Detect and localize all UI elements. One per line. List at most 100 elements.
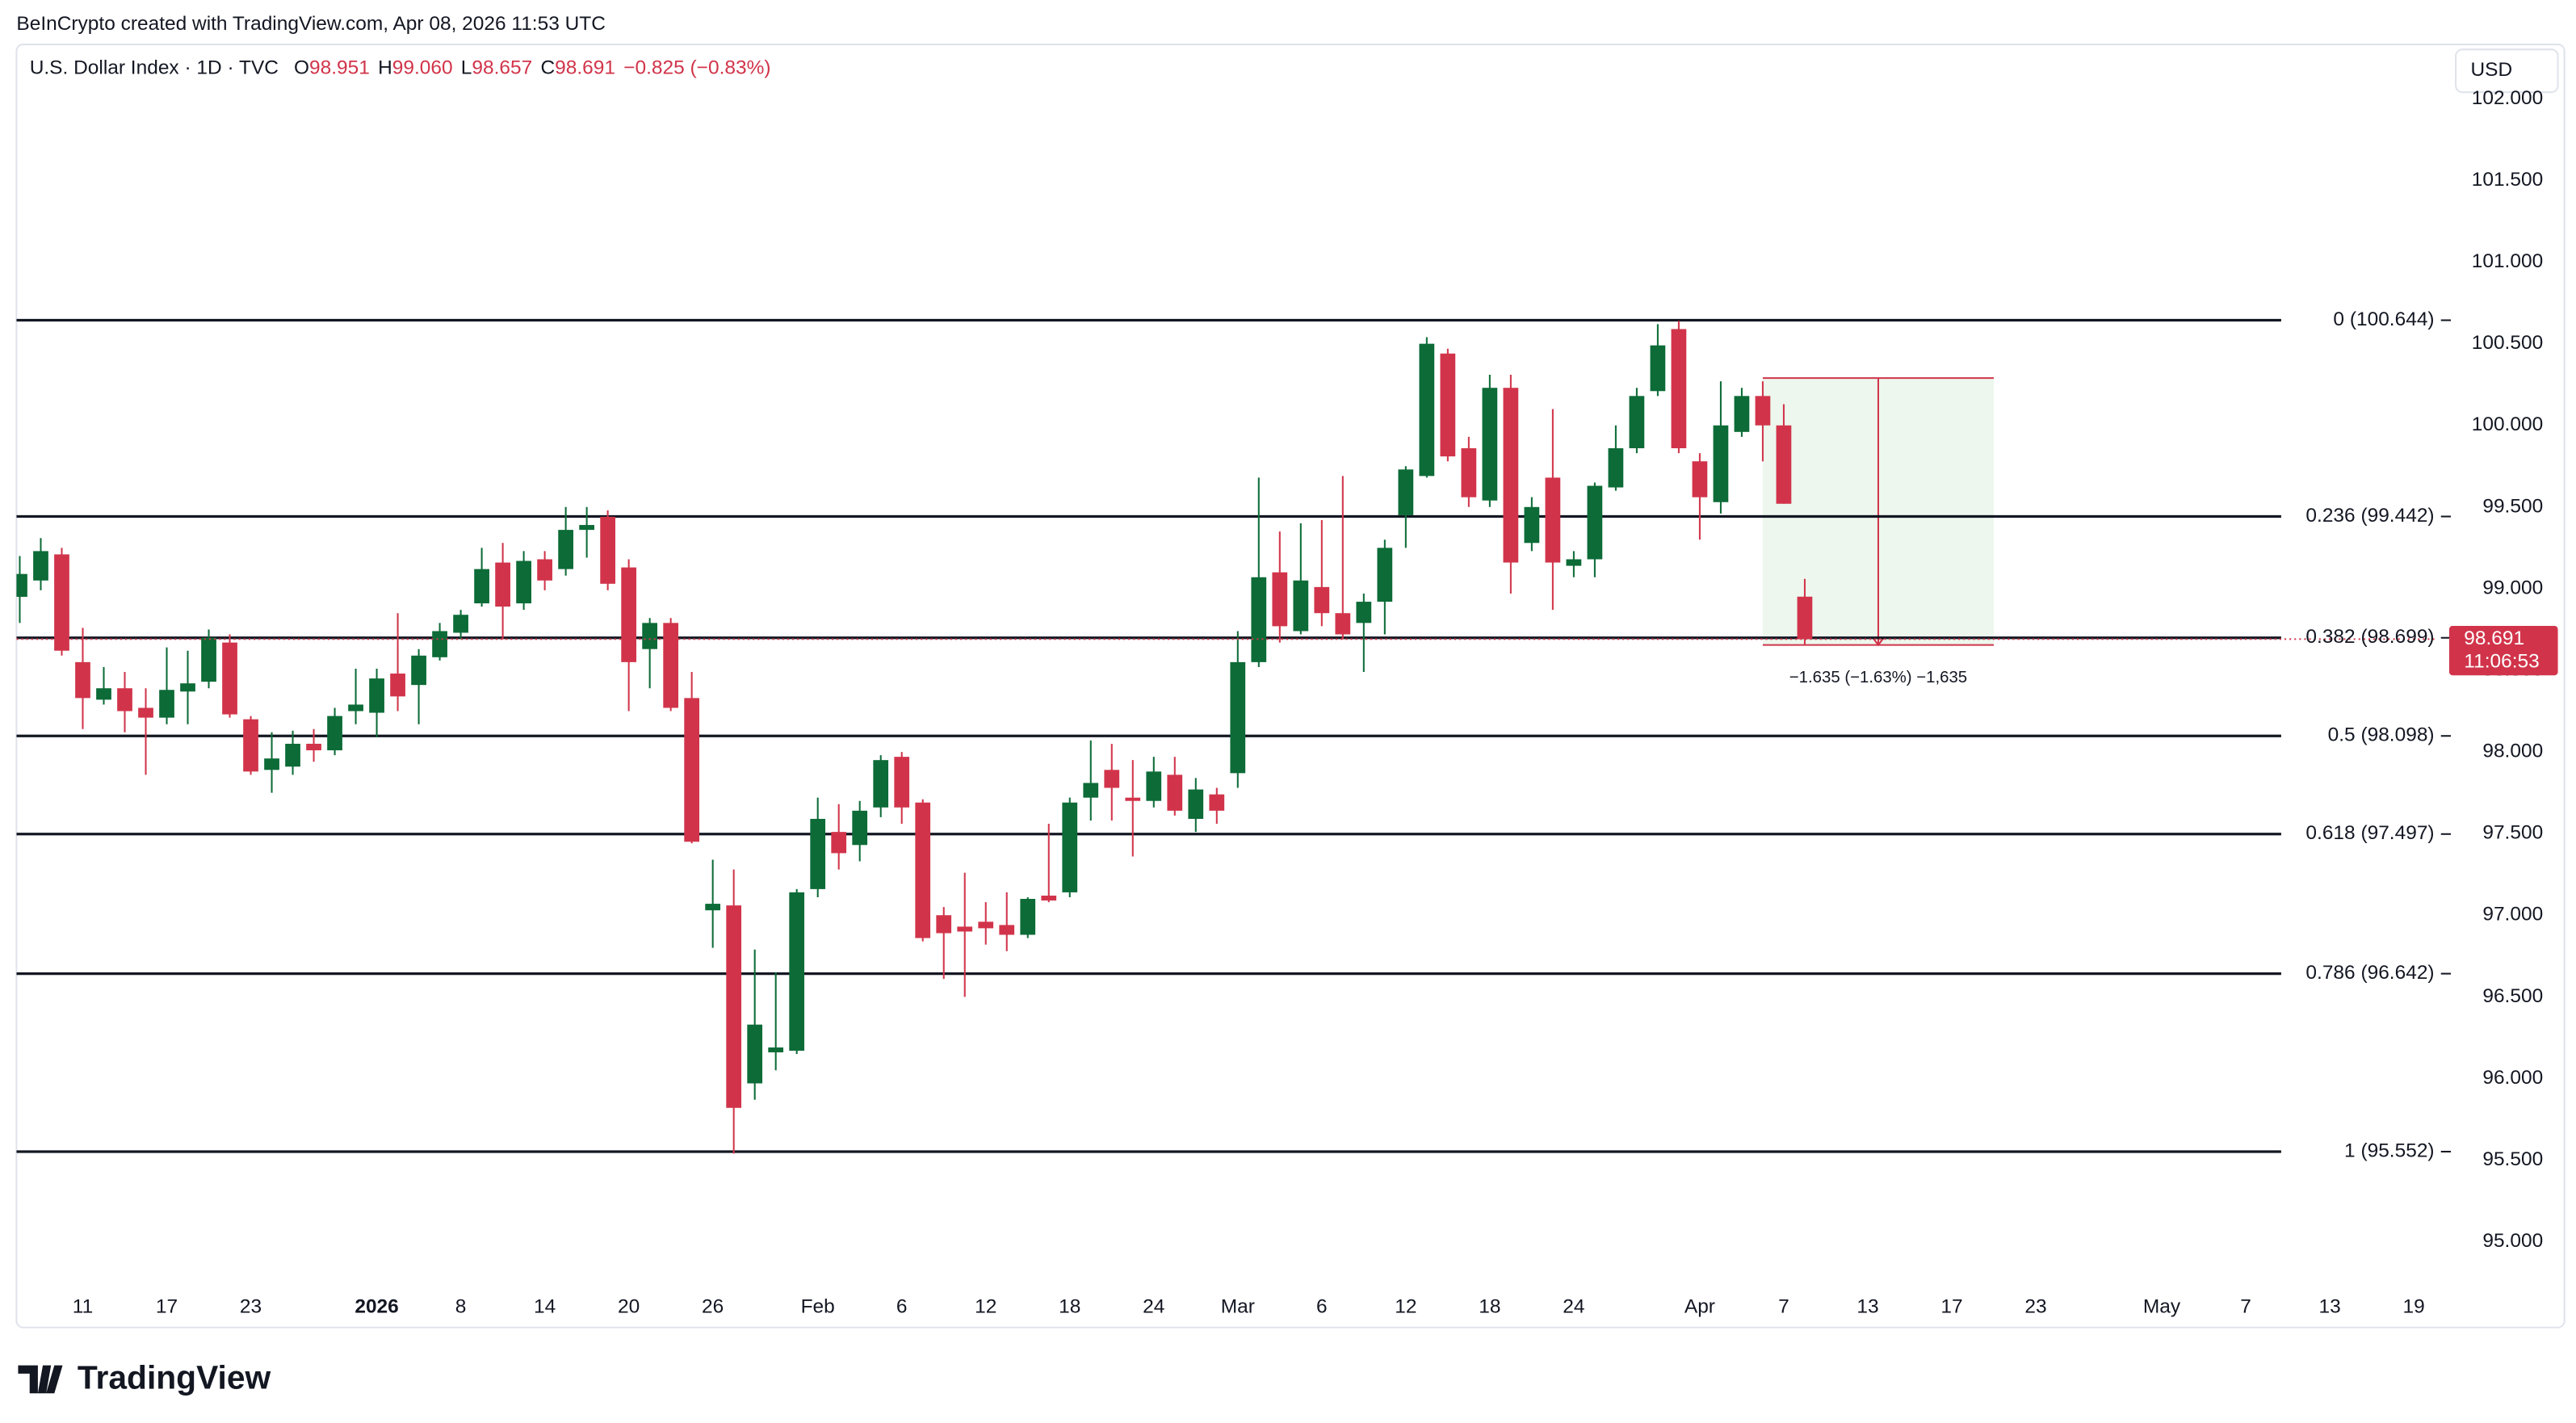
candle-body — [1629, 396, 1645, 449]
fib-label: 0.5 (98.098) — [2328, 724, 2435, 746]
currency[interactable]: USD — [2470, 59, 2512, 81]
candle-body — [1020, 899, 1036, 935]
candle-body — [1797, 596, 1813, 640]
symbol: U.S. Dollar Index · 1D · TVC — [30, 57, 279, 79]
legend-value: 99.060 — [392, 57, 453, 79]
candle-body — [600, 516, 615, 584]
candle-body — [138, 707, 153, 718]
x-tick-label: 12 — [975, 1296, 996, 1318]
x-tick-label: 6 — [896, 1296, 908, 1318]
x-tick-label: 17 — [156, 1296, 178, 1318]
candle-body — [894, 757, 910, 808]
x-tick-label: 24 — [1143, 1296, 1164, 1318]
candle-body — [16, 573, 27, 598]
candle-body — [1650, 345, 1666, 392]
candle-body — [1482, 388, 1498, 501]
candle-body — [243, 719, 258, 772]
x-tick-label: 12 — [1395, 1296, 1416, 1318]
candle-body — [1356, 602, 1372, 623]
candle-body — [453, 615, 468, 633]
candle-body — [1272, 572, 1288, 627]
candle-body — [663, 623, 679, 708]
candle-body — [1377, 548, 1393, 602]
brand: TradingView — [78, 1359, 271, 1396]
candle-body — [1209, 794, 1225, 811]
fib-label: 0 (100.644) — [2333, 309, 2434, 330]
candle-body — [1104, 770, 1120, 788]
x-tick-label: 13 — [1856, 1296, 1878, 1318]
x-tick-label: Feb — [801, 1296, 835, 1318]
candle-body — [1461, 448, 1477, 497]
candle-body — [1419, 343, 1435, 476]
measure-arrowhead — [1873, 637, 1884, 647]
candle-body — [1314, 586, 1330, 614]
candle-body — [1671, 329, 1687, 449]
legend-change: −0.825 (−0.83%) — [623, 57, 770, 79]
x-tick-label: 13 — [2318, 1296, 2340, 1318]
candle-body — [327, 716, 342, 751]
candle-body — [537, 559, 552, 581]
candle-body — [999, 925, 1015, 935]
price-tag-label: 98.691 — [2464, 628, 2524, 649]
candle-body — [75, 661, 90, 699]
x-tick-label: 14 — [534, 1296, 556, 1318]
brand-logo: TradingView — [18, 1359, 271, 1396]
y-tick-label: 100.500 — [2472, 332, 2543, 354]
candle-body — [1566, 559, 1582, 566]
y-tick-label: 96.500 — [2482, 985, 2543, 1007]
x-tick-label: 24 — [1563, 1296, 1584, 1318]
candle-body — [1125, 797, 1141, 801]
candle-body — [1692, 461, 1708, 497]
legend: U.S. Dollar Index · 1D · TVC O98.951 H99.… — [30, 57, 771, 79]
candle-body — [390, 674, 405, 697]
candle-body — [810, 818, 826, 889]
x-tick-label: Apr — [1684, 1296, 1715, 1318]
x-tick-label: 6 — [1316, 1296, 1328, 1318]
x-tick-label: 8 — [455, 1296, 467, 1318]
candle-body — [789, 892, 805, 1052]
y-tick-label: 101.000 — [2472, 250, 2543, 272]
candle-body — [1293, 580, 1309, 632]
candle-body — [306, 743, 321, 751]
x-tick-label: 11 — [73, 1296, 93, 1318]
x-tick-label: 23 — [2024, 1296, 2046, 1318]
x-tick-label: 2026 — [355, 1296, 398, 1318]
candle-body — [1398, 469, 1414, 515]
y-tick-label: 102.000 — [2472, 87, 2543, 109]
candle-body — [117, 688, 132, 712]
candle-body — [1755, 396, 1771, 426]
candle-body — [516, 560, 531, 604]
x-tick-label: 18 — [1059, 1296, 1080, 1318]
candle-body — [1587, 485, 1603, 560]
candle-body — [369, 678, 384, 713]
candle-body — [180, 683, 195, 692]
y-tick-label: 100.000 — [2472, 413, 2543, 435]
fib-label: 0.618 (97.497) — [2305, 822, 2434, 844]
fib-label: 0.786 (96.642) — [2305, 962, 2434, 984]
countdown: 11:06:53 — [2464, 650, 2539, 672]
y-tick-label: 99.000 — [2482, 577, 2543, 598]
x-tick-label: 18 — [1479, 1296, 1500, 1318]
legend-value: 98.691 — [555, 57, 615, 79]
candle-body — [957, 926, 973, 932]
candle-body — [1083, 783, 1099, 798]
candle-body — [1251, 577, 1267, 662]
axes: 95.000 95.500 96.000 96.500 97.000 97.500 98.0… — [73, 87, 2558, 1318]
candle-body — [159, 690, 174, 718]
candle-body — [474, 569, 489, 604]
candle-body — [873, 760, 889, 808]
candle-body — [495, 562, 510, 607]
candle-body — [1545, 477, 1561, 563]
legend-key: L — [461, 57, 472, 79]
legend-key: C — [540, 57, 555, 79]
candle-body — [1146, 771, 1162, 801]
candle-body — [1167, 774, 1183, 811]
candle-body — [1041, 895, 1057, 901]
candle-body — [432, 631, 447, 657]
currency-button[interactable] — [2455, 48, 2559, 94]
candle-body — [96, 688, 111, 700]
candle-body — [1713, 425, 1729, 502]
candle-body — [411, 655, 426, 686]
